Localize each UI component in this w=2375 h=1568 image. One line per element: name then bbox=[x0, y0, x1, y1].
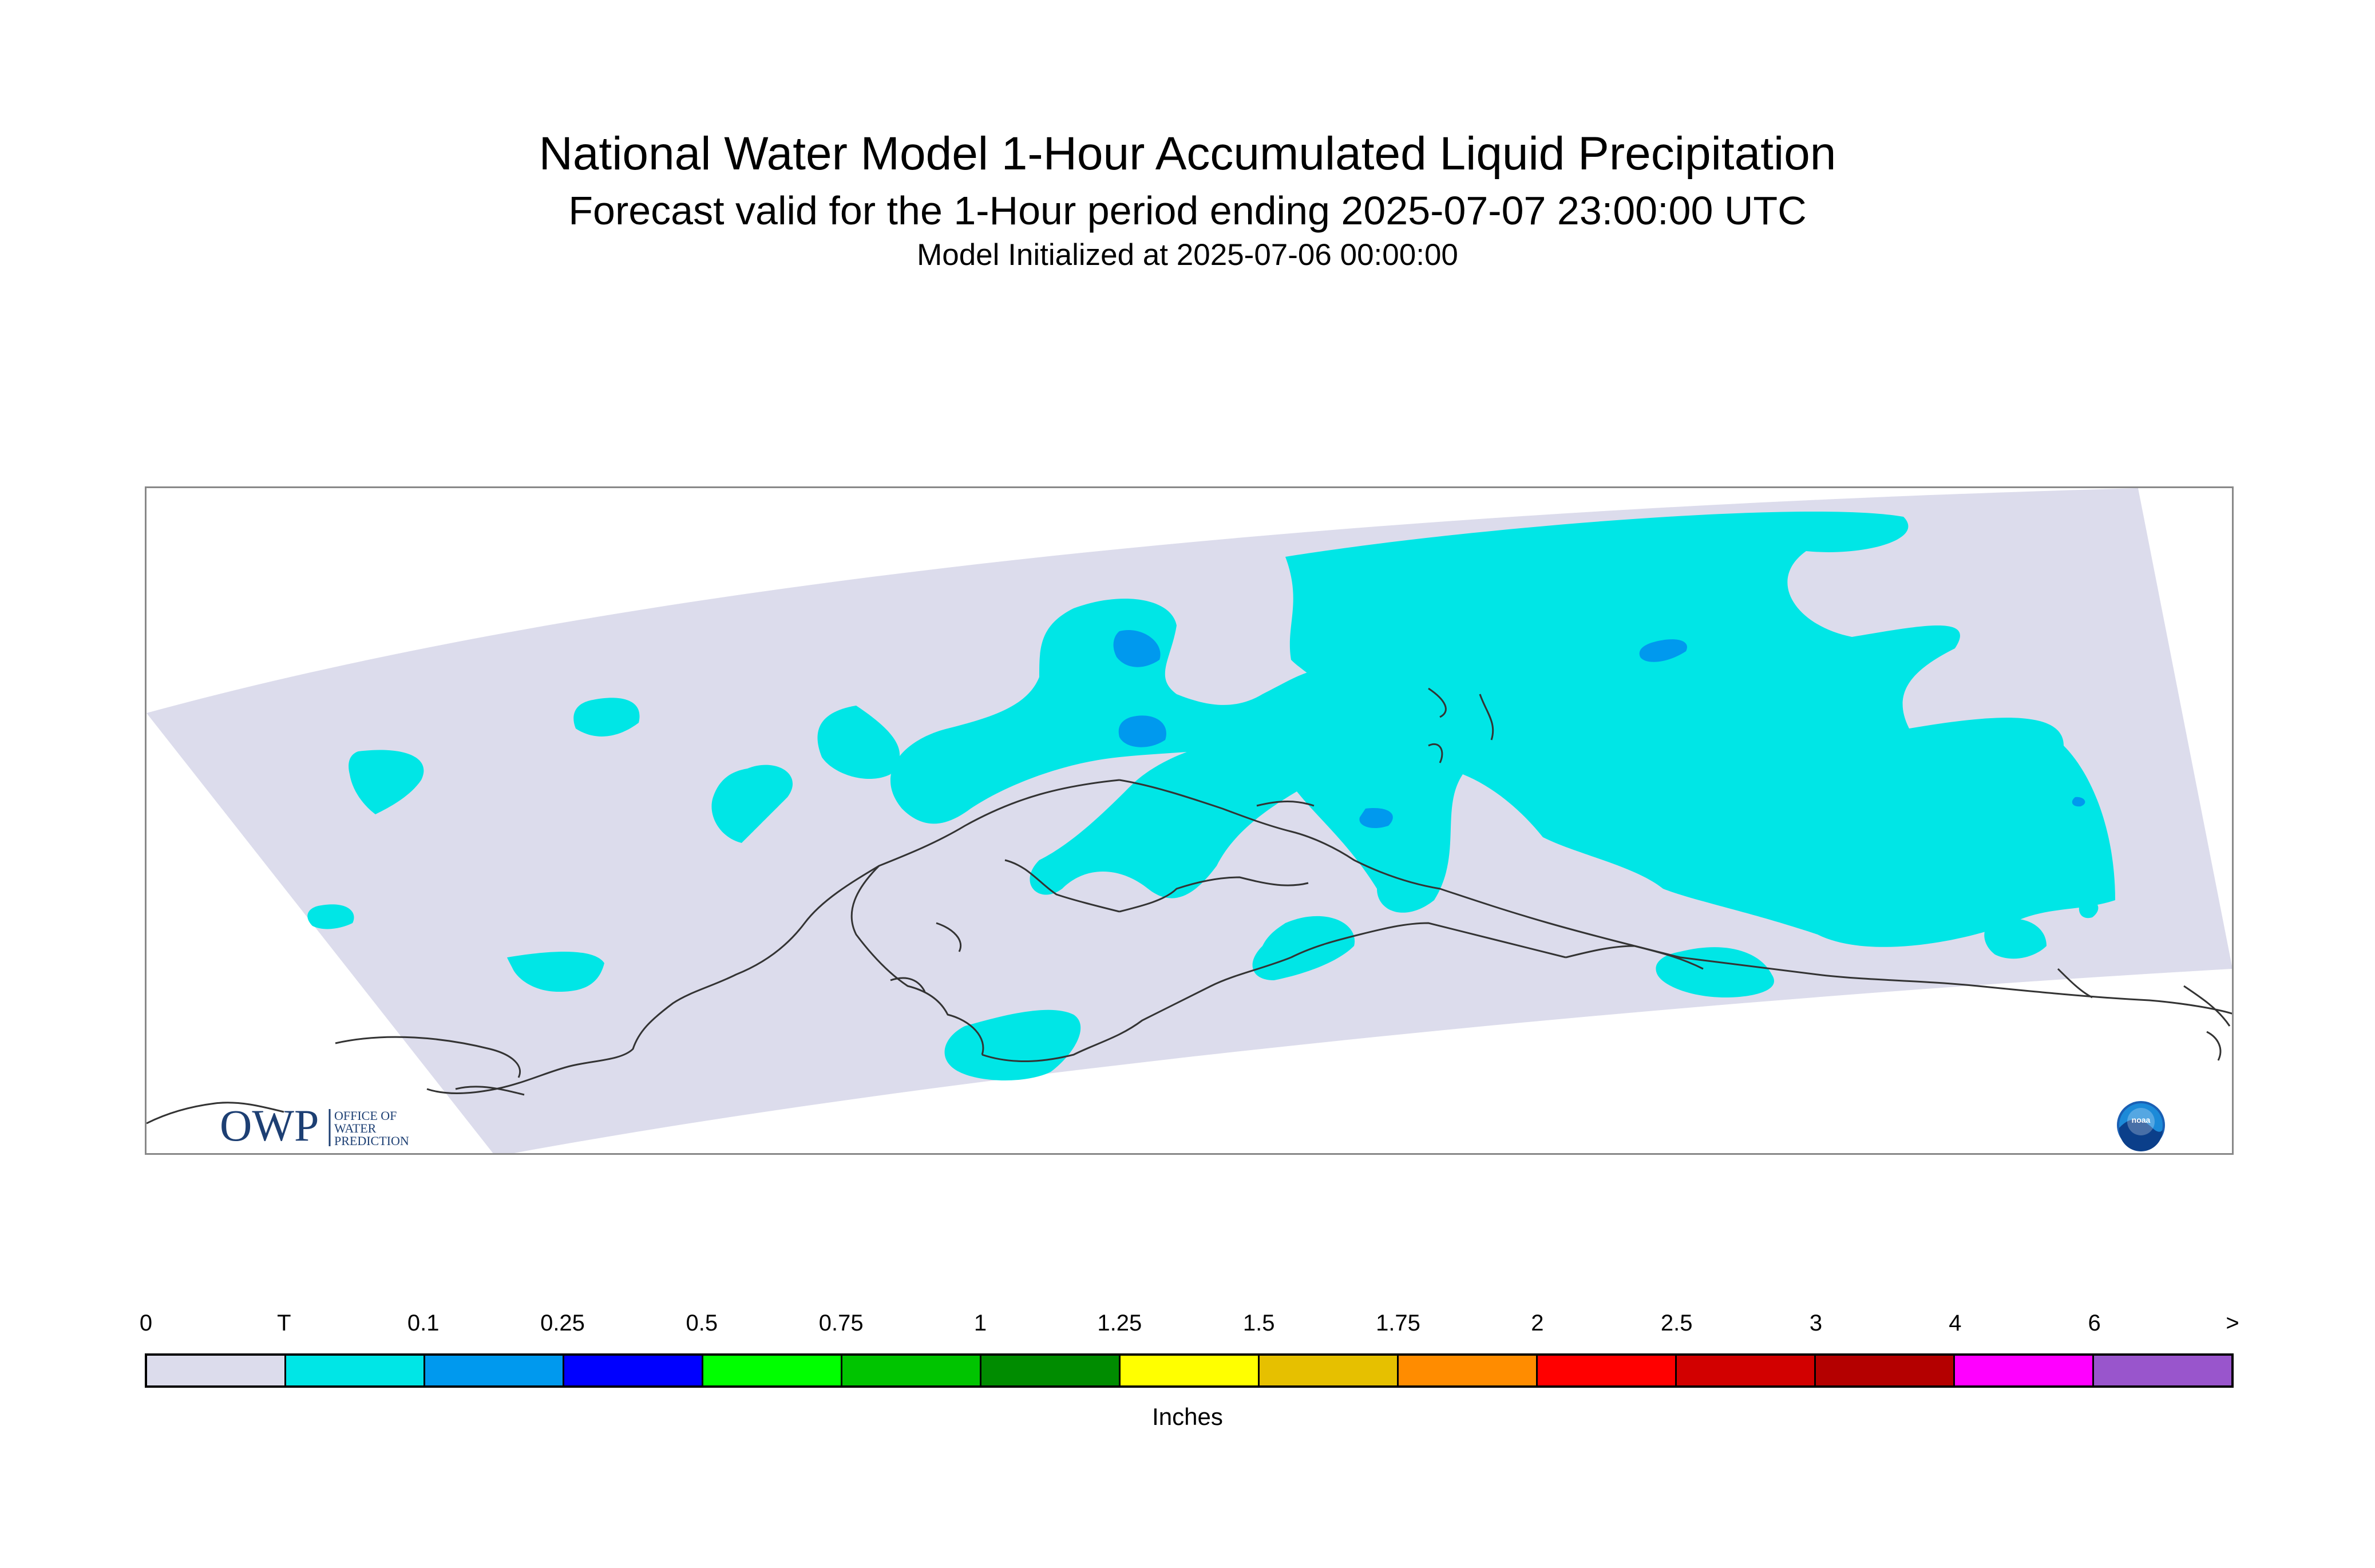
precipitation-map: OWP OFFICE OF WATER PREDICTION noaa bbox=[145, 486, 2234, 1155]
legend-tick-label: 0.75 bbox=[818, 1310, 864, 1336]
legend-tick-label: 0.25 bbox=[540, 1310, 585, 1336]
map-title: National Water Model 1-Hour Accumulated … bbox=[539, 128, 1836, 180]
legend-swatch bbox=[564, 1356, 703, 1385]
owp-logo: OWP OFFICE OF WATER PREDICTION bbox=[220, 1100, 409, 1150]
svg-text:OFFICE OF: OFFICE OF bbox=[334, 1108, 397, 1123]
legend-swatch bbox=[286, 1356, 425, 1385]
legend-swatch bbox=[1399, 1356, 1538, 1385]
svg-text:noaa: noaa bbox=[2132, 1115, 2151, 1124]
map-subtitle: Forecast valid for the 1-Hour period end… bbox=[568, 188, 1807, 233]
legend-swatch bbox=[1260, 1356, 1399, 1385]
legend-swatch bbox=[1955, 1356, 2094, 1385]
legend-swatch bbox=[147, 1356, 286, 1385]
svg-text:OWP: OWP bbox=[220, 1100, 319, 1150]
legend-swatch bbox=[1121, 1356, 1260, 1385]
legend-swatch bbox=[1538, 1356, 1677, 1385]
svg-text:PREDICTION: PREDICTION bbox=[334, 1134, 409, 1148]
legend-swatch bbox=[2094, 1356, 2231, 1385]
legend-tick-label: 1.75 bbox=[1376, 1310, 1420, 1336]
precip-trace-areas bbox=[307, 511, 2115, 1080]
legend-swatch bbox=[981, 1356, 1121, 1385]
legend-tick-label: 1 bbox=[973, 1310, 987, 1336]
legend-swatch bbox=[1816, 1356, 1955, 1385]
svg-text:WATER: WATER bbox=[334, 1121, 377, 1135]
legend-swatch bbox=[425, 1356, 564, 1385]
legend-tick-label: 2 bbox=[1531, 1310, 1544, 1336]
legend-tick-label: 0 bbox=[139, 1310, 153, 1336]
legend-tick-label: 3 bbox=[1809, 1310, 1823, 1336]
legend-tick-label: 1.5 bbox=[1242, 1310, 1275, 1336]
legend-tick-label: 4 bbox=[1949, 1310, 1962, 1336]
legend-tick-label: 0.5 bbox=[686, 1310, 718, 1336]
legend-tick-label: 2.5 bbox=[1660, 1310, 1693, 1336]
legend-swatch bbox=[703, 1356, 842, 1385]
model-init-time: Model Initialized at 2025-07-06 00:00:00 bbox=[917, 238, 1458, 272]
legend-tick-label: 0.1 bbox=[407, 1310, 440, 1336]
legend-tick-label: > bbox=[2226, 1310, 2239, 1336]
legend-swatch bbox=[842, 1356, 981, 1385]
legend-swatch bbox=[1677, 1356, 1816, 1385]
legend-colorbar bbox=[145, 1353, 2234, 1388]
precip-light-areas bbox=[1113, 630, 2085, 829]
legend-tick-label: T bbox=[277, 1310, 291, 1336]
map-canvas: OWP OFFICE OF WATER PREDICTION noaa bbox=[147, 488, 2232, 1153]
coastlines bbox=[147, 687, 2232, 1124]
legend-tick-label: 1.25 bbox=[1097, 1310, 1142, 1336]
noaa-logo-icon: noaa bbox=[2117, 1101, 2165, 1151]
legend-tick-label: 6 bbox=[2088, 1310, 2101, 1336]
legend-units: Inches bbox=[1152, 1403, 1223, 1430]
